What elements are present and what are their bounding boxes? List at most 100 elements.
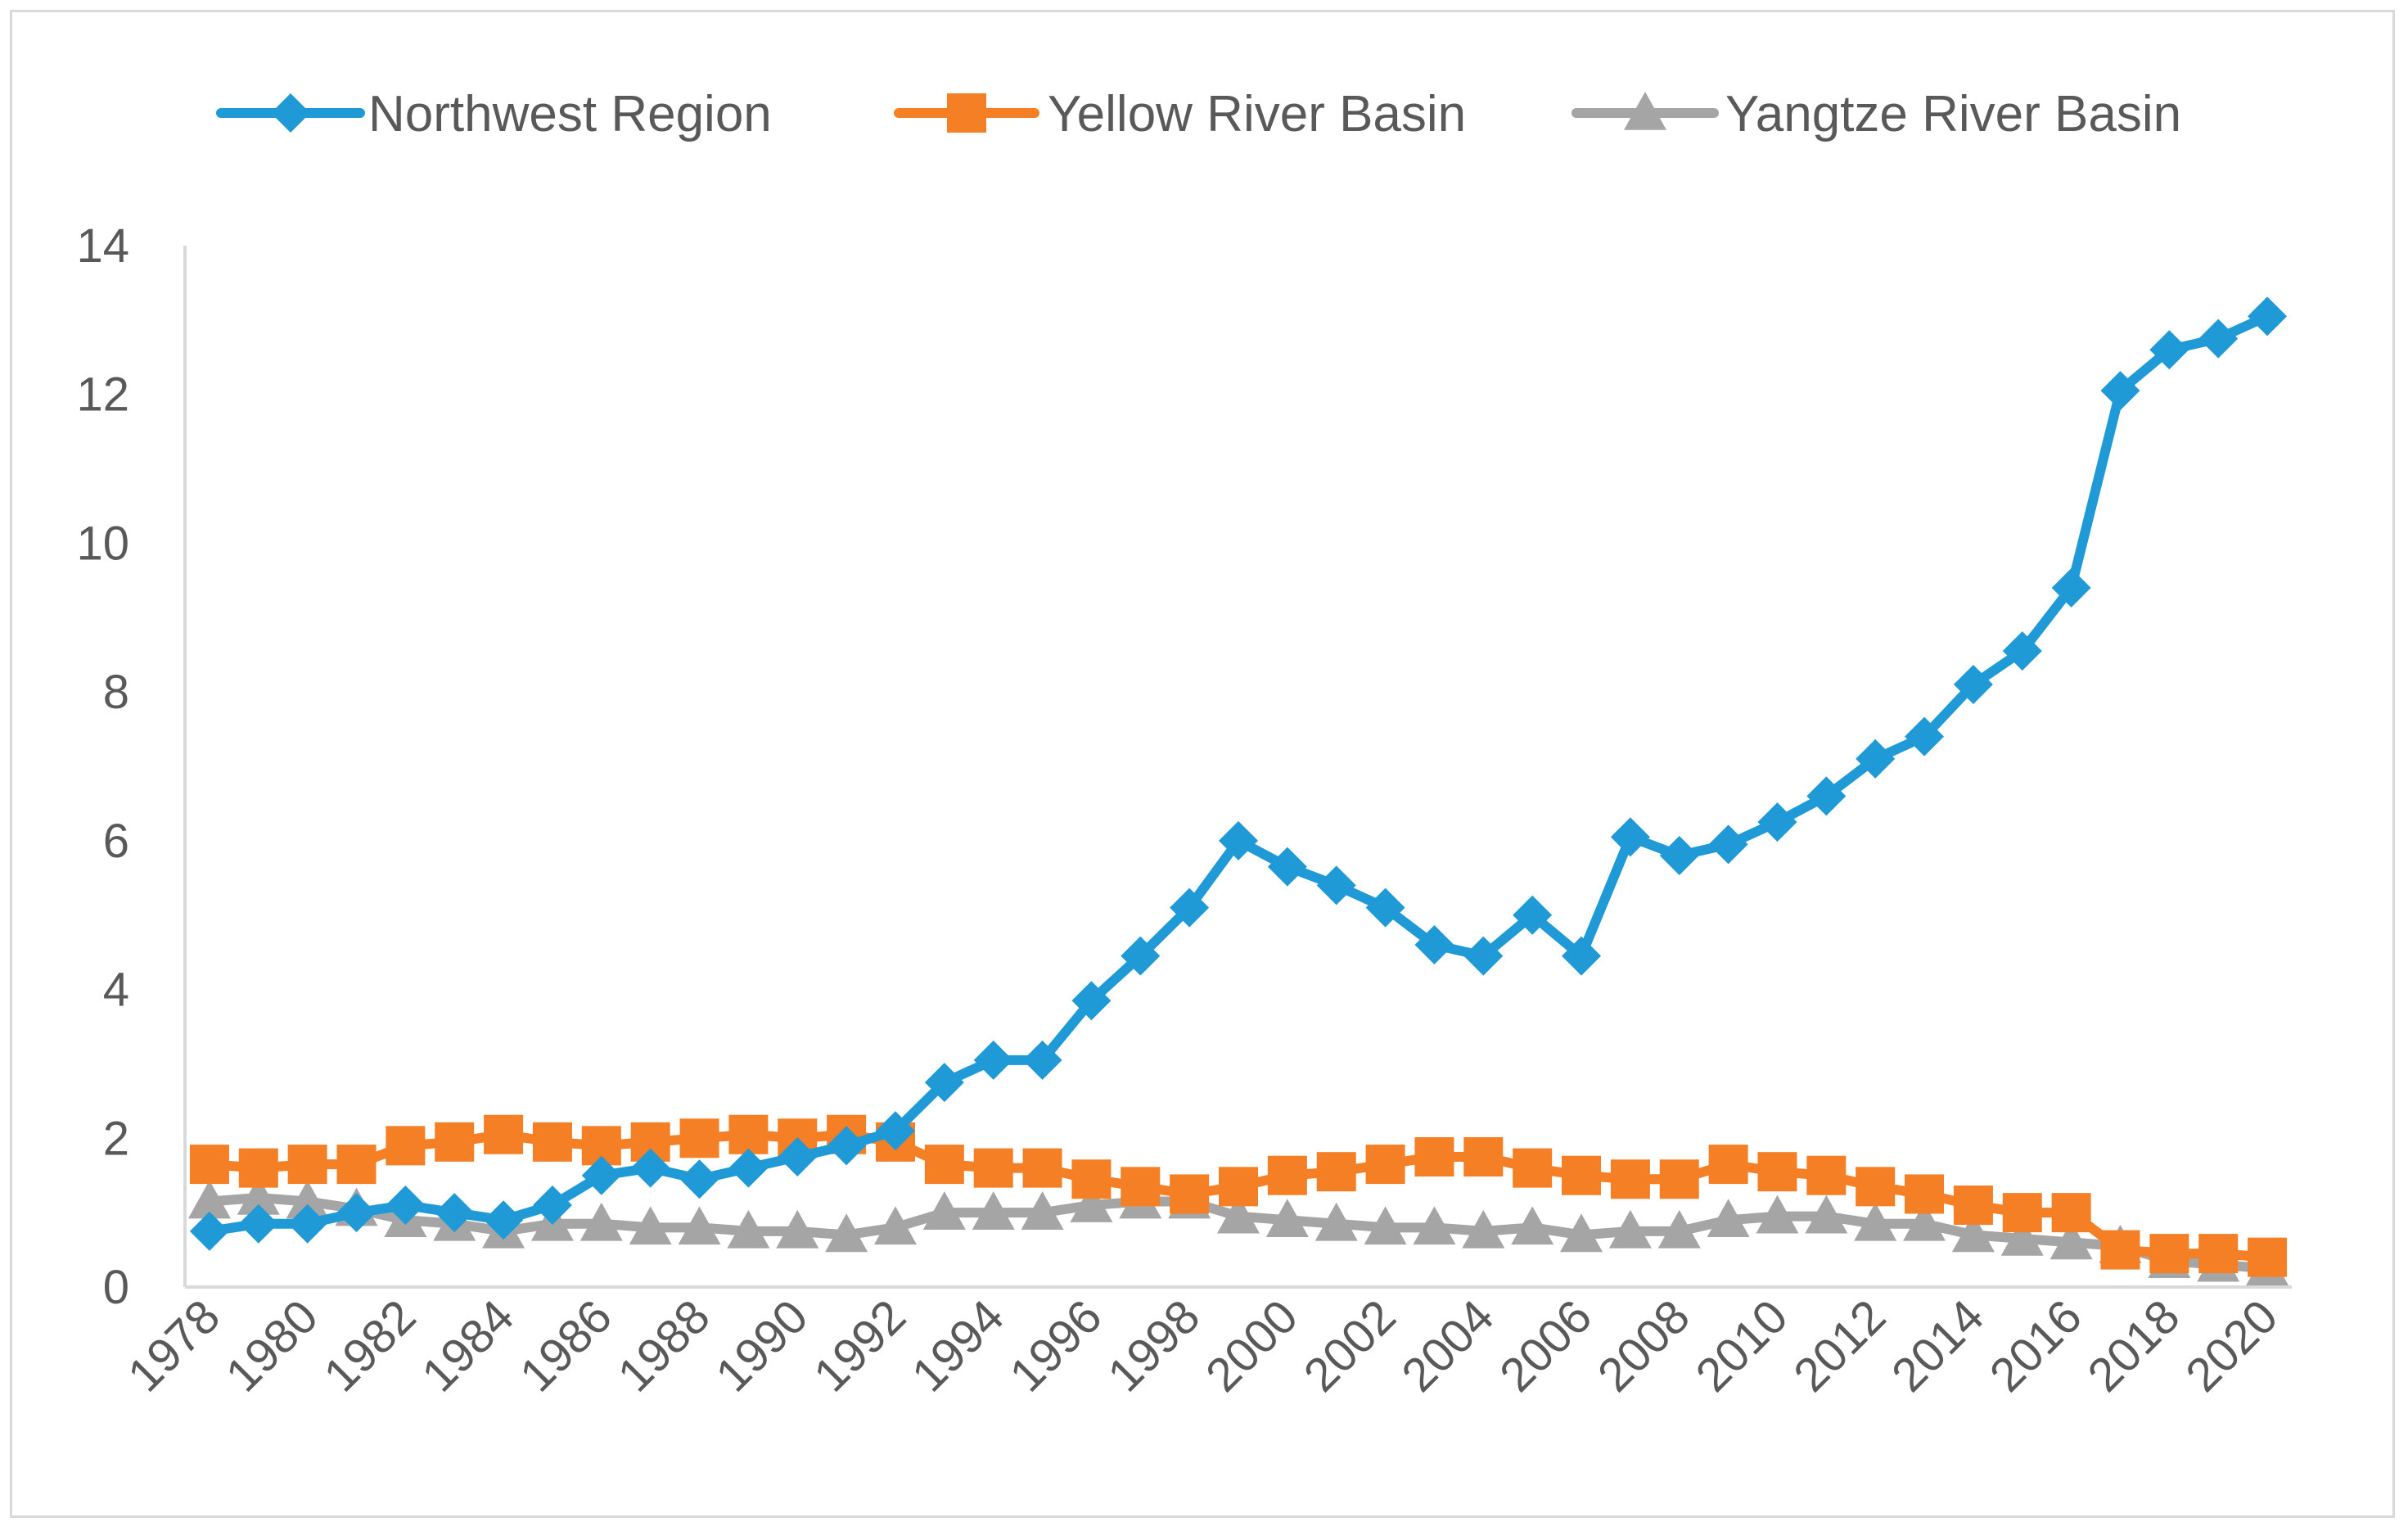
northwest-region-point: [484, 1200, 524, 1240]
x-tick-label: 2014: [1882, 1289, 1994, 1402]
legend-label-yangtze-river-basin: Yangtze River Basin: [1725, 86, 2181, 142]
yangtze-river-basin-point: [579, 1202, 623, 1241]
yellow-river-basin-point: [2198, 1234, 2239, 1274]
yangtze-river-basin-point: [1364, 1206, 1407, 1245]
northwest-region-point: [1610, 817, 1650, 857]
northwest-region-point: [238, 1204, 278, 1244]
yellow-river-basin-point: [1121, 1167, 1161, 1207]
y-tick-label: 2: [103, 1112, 129, 1165]
yangtze-river-basin-point: [972, 1191, 1015, 1230]
y-tick-label: 12: [76, 368, 129, 422]
x-tick-label: 1990: [706, 1289, 818, 1402]
northwest-region-point: [1905, 716, 1945, 756]
northwest-region-point: [532, 1186, 572, 1226]
yellow-river-basin-point: [238, 1148, 278, 1188]
yellow-river-basin-point: [1170, 1174, 1210, 1214]
yangtze-river-basin-point: [1707, 1199, 1750, 1238]
northwest-region-point: [1856, 738, 1896, 779]
y-tick-label: 4: [103, 964, 129, 1017]
x-tick-label: 2008: [1588, 1289, 1700, 1402]
y-tick-label: 10: [76, 517, 129, 570]
yellow-river-basin-point: [679, 1118, 719, 1158]
yellow-river-basin-point: [2002, 1193, 2042, 1233]
yellow-river-basin-point: [287, 1145, 327, 1185]
yangtze-river-basin-point: [1070, 1184, 1113, 1222]
yangtze-river-basin-point: [1462, 1209, 1505, 1249]
yangtze-river-basin-point: [1951, 1213, 1995, 1253]
x-tick-label: 2016: [1980, 1289, 2092, 1402]
northwest-region-point: [1365, 887, 1405, 928]
northwest-region-point: [679, 1159, 719, 1199]
x-tick-label: 1986: [510, 1289, 622, 1402]
yellow-river-basin-point: [1757, 1152, 1797, 1192]
x-tick-label: 2006: [1490, 1289, 1602, 1402]
northwest-region-point: [973, 1040, 1013, 1080]
yangtze-river-basin-point: [237, 1176, 280, 1215]
yellow-river-basin-point: [1365, 1145, 1405, 1185]
x-tick-label: 1994: [902, 1289, 1014, 1402]
yellow-river-basin-point: [1806, 1155, 1847, 1195]
legend-yellow-river-basin-point: [947, 93, 986, 133]
y-tick-label: 0: [103, 1261, 129, 1314]
yangtze-river-basin-point: [727, 1209, 770, 1249]
yangtze-river-basin-point: [922, 1191, 966, 1230]
yellow-river-basin-point: [1316, 1152, 1356, 1192]
northwest-region-point: [630, 1148, 670, 1188]
yellow-river-basin-point: [924, 1145, 964, 1185]
yellow-river-basin-point: [386, 1126, 426, 1166]
x-tick-label: 2004: [1391, 1289, 1504, 1402]
yellow-river-basin-point: [1953, 1186, 1993, 1226]
axes: [183, 246, 2292, 1289]
northwest-region-point: [1463, 936, 1504, 976]
legend-yangtze-river-basin-point: [1624, 92, 1666, 130]
yangtze-river-basin-point: [1854, 1202, 1897, 1241]
x-tick-label: 1978: [118, 1289, 230, 1402]
y-tick-label: 6: [103, 815, 129, 868]
chart-frame: [10, 10, 2395, 1518]
yangtze-river-basin-point: [1805, 1195, 1848, 1234]
legend-label-yellow-river-basin: Yellow River Basin: [1048, 86, 1466, 142]
yellow-river-basin-point: [1267, 1155, 1307, 1195]
yangtze-river-basin-point: [1657, 1209, 1701, 1249]
yellow-river-basin-point: [2149, 1234, 2189, 1274]
yellow-river-basin-point: [532, 1122, 572, 1162]
x-tick-label: 2010: [1685, 1289, 1797, 1402]
yangtze-river-basin-point: [1265, 1199, 1309, 1238]
yangtze-river-basin-point: [1217, 1195, 1260, 1234]
northwest-region-point: [336, 1193, 377, 1233]
yangtze-river-basin-point: [1560, 1213, 1603, 1253]
northwest-region-point: [1316, 865, 1356, 906]
yellow-river-basin-point: [1659, 1159, 1699, 1199]
x-tick-label: 2018: [2077, 1289, 2189, 1402]
northwest-region-point: [778, 1137, 818, 1176]
northwest-region-point: [1121, 936, 1161, 976]
x-tick-label: 1988: [608, 1289, 720, 1402]
northwest-region-point: [1806, 776, 1847, 816]
legend-northwest-region-point: [271, 93, 310, 133]
yellow-river-basin-point: [336, 1145, 377, 1185]
yellow-river-basin-point: [2100, 1230, 2140, 1270]
yangtze-river-basin-point: [1608, 1209, 1652, 1249]
x-tick-label: 2012: [1783, 1289, 1896, 1402]
legend: Northwest Region Yellow River Basin Yangtz…: [216, 86, 2181, 142]
legend-item-northwest-region: Northwest Region: [216, 86, 772, 142]
legend-item-yellow-river-basin: Yellow River Basin: [894, 86, 1466, 142]
x-tick-label: 2002: [1294, 1289, 1406, 1402]
series-northwest-region: [189, 296, 2288, 1251]
yellow-river-basin-point: [1513, 1148, 1553, 1188]
yellow-river-basin-point: [435, 1122, 475, 1162]
northwest-region-point: [435, 1193, 475, 1233]
yangtze-river-basin-point: [2000, 1217, 2044, 1256]
yellow-river-basin-point: [728, 1114, 769, 1154]
yellow-river-basin-point: [484, 1114, 524, 1154]
northwest-region-point: [189, 1211, 229, 1251]
northwest-region-point: [1757, 802, 1797, 842]
yangtze-river-basin-point: [1903, 1202, 1946, 1241]
yangtze-river-basin-point: [1511, 1206, 1554, 1245]
northwest-region-point: [581, 1155, 621, 1195]
y-axis-tick-labels: 0 2 4 6 8 10 12 14: [76, 219, 129, 1314]
northwest-region-point: [2051, 567, 2091, 607]
northwest-region-point: [386, 1186, 426, 1226]
northwest-region-point: [1071, 981, 1112, 1021]
northwest-region-point: [1562, 936, 1602, 976]
